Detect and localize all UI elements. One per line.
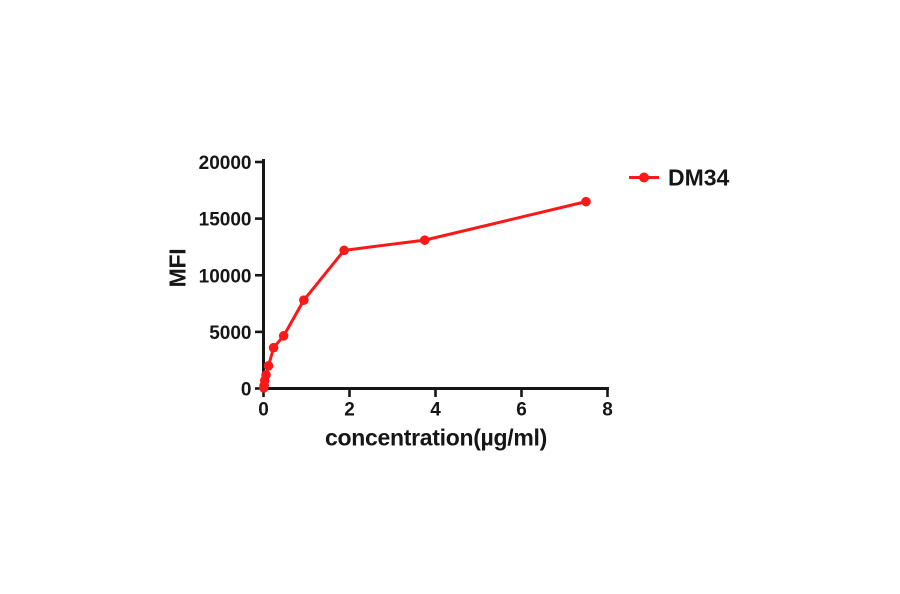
data-point bbox=[419, 235, 430, 245]
data-point bbox=[278, 331, 289, 341]
legend-series-label: DM34 bbox=[668, 164, 730, 191]
x-tick-label: 8 bbox=[602, 400, 613, 421]
legend-marker-dot bbox=[639, 172, 649, 183]
x-tick-label: 4 bbox=[430, 400, 441, 421]
data-point bbox=[263, 361, 274, 371]
y-tick-label: 0 bbox=[241, 380, 252, 401]
series-line bbox=[262, 200, 588, 390]
y-axis-title: MFI bbox=[164, 248, 191, 288]
data-point bbox=[268, 342, 279, 353]
x-tick-label: 2 bbox=[344, 400, 355, 421]
data-point bbox=[339, 245, 349, 256]
x-tick-label: 6 bbox=[516, 400, 527, 421]
data-point bbox=[581, 196, 591, 207]
y-tick-label: 20000 bbox=[199, 153, 252, 174]
x-axis-title: concentration(µg/ml) bbox=[325, 424, 547, 451]
y-tick-label: 10000 bbox=[199, 266, 252, 287]
data-point bbox=[261, 370, 271, 380]
x-tick-label: 0 bbox=[258, 400, 269, 421]
y-tick-label: 5000 bbox=[209, 323, 251, 344]
data-point bbox=[299, 295, 309, 305]
y-tick-label: 15000 bbox=[199, 210, 252, 231]
